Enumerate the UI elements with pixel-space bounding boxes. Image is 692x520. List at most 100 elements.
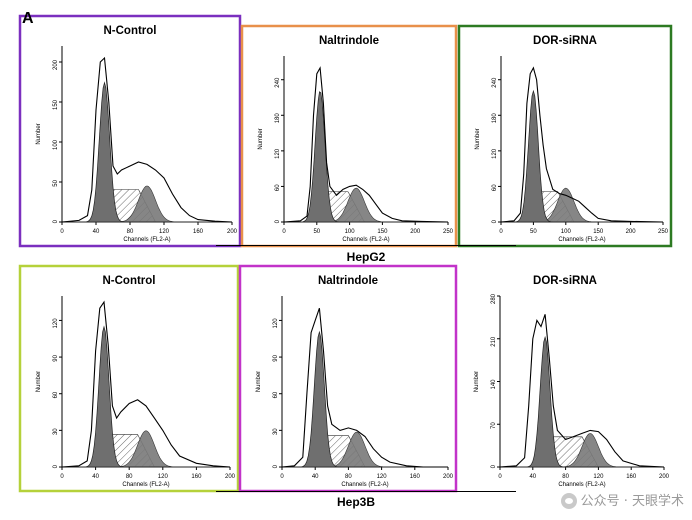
chart-panel-3: DOR-siRNA 0 50 100 150 200 250 0 60 120 180 240 Chan… (457, 24, 673, 248)
y-tick-label: 60 (53, 391, 59, 398)
chart-title: Naltrindole (318, 275, 378, 287)
chart-panel-6: DOR-siRNA 0 40 80 120 160 200 0 70 140 210 280 Chann… (474, 275, 670, 488)
x-tick-label: 200 (659, 474, 670, 480)
x-tick-label: 40 (93, 229, 100, 235)
group-label-top: HepG2 (346, 250, 386, 264)
y-tick-label: 120 (275, 148, 281, 159)
x-tick-label: 40 (312, 474, 319, 480)
y-tick-label: 240 (492, 77, 498, 88)
y-tick-label: 100 (53, 139, 59, 150)
y-tick-label: 120 (273, 318, 279, 329)
watermark-text: 公众号 · 天眼学术 (580, 493, 684, 509)
x-tick-label: 0 (60, 474, 64, 480)
x-tick-label: 80 (562, 474, 569, 480)
histogram-line (281, 308, 448, 468)
g2-peak (62, 185, 232, 223)
g1-peak (284, 91, 448, 223)
x-tick-label: 200 (225, 474, 236, 480)
panel-frame (18, 14, 242, 248)
y-tick-label: 0 (275, 219, 281, 223)
x-tick-label: 120 (159, 229, 170, 235)
y-tick-label: 90 (53, 354, 59, 361)
y-tick-label: 180 (492, 113, 498, 124)
x-tick-label: 160 (410, 474, 421, 480)
x-tick-label: 50 (313, 229, 320, 235)
x-tick-label: 0 (499, 229, 503, 235)
y-tick-label: 0 (53, 219, 59, 223)
x-tick-label: 150 (593, 229, 604, 235)
x-tick-label: 200 (626, 229, 637, 235)
g1-peak (62, 325, 230, 468)
y-tick-label: 280 (491, 293, 497, 304)
x-tick-label: 120 (158, 474, 169, 480)
panel-frame (457, 24, 673, 248)
y-tick-label: 60 (275, 184, 281, 191)
histogram-line (499, 314, 665, 468)
group-line-top (216, 245, 516, 246)
y-tick-label: 60 (492, 184, 498, 191)
panel-frame (240, 24, 458, 248)
y-tick-label: 0 (273, 464, 279, 468)
group-line-bottom (216, 491, 516, 492)
g1-peak (500, 335, 664, 468)
chart-title: DOR-siRNA (533, 275, 597, 287)
x-tick-label: 120 (593, 474, 604, 480)
group-label-bottom: Hep3B (336, 495, 375, 509)
x-axis-label: Channels (FL2-A) (558, 482, 605, 488)
y-axis-label: Number (36, 371, 42, 392)
x-tick-label: 80 (127, 229, 134, 235)
y-tick-label: 50 (53, 179, 59, 186)
g1-peak (62, 81, 232, 223)
y-tick-label: 70 (491, 422, 497, 429)
x-tick-label: 160 (193, 229, 204, 235)
x-tick-label: 120 (377, 474, 388, 480)
panel-label: A (22, 10, 34, 27)
histogram-line (61, 56, 233, 223)
histogram-line (500, 66, 664, 223)
panel-frame (18, 264, 240, 493)
chart-title: N-Control (103, 25, 156, 37)
chart-panel-1: N-Control 0 40 80 120 160 200 0 50 100 150 200 Chann… (18, 14, 242, 248)
y-axis-label: Number (36, 123, 42, 144)
x-tick-label: 200 (443, 474, 454, 480)
x-tick-label: 250 (658, 229, 669, 235)
x-tick-label: 0 (282, 229, 286, 235)
wechat-icon (560, 493, 577, 509)
chart-title: DOR-siRNA (533, 35, 597, 47)
histogram-line (283, 66, 449, 223)
x-tick-label: 40 (529, 474, 536, 480)
g2-peak (62, 430, 230, 468)
chart-panel-2: Naltrindole 0 50 100 150 200 250 0 60 120 180 240 Ch… (240, 24, 458, 248)
y-tick-label: 90 (273, 354, 279, 361)
x-tick-label: 100 (561, 229, 572, 235)
x-tick-label: 100 (345, 229, 356, 235)
x-tick-label: 250 (443, 229, 454, 235)
watermark: 公众号 · 天眼学术 (560, 490, 684, 509)
chart-title: Naltrindole (319, 35, 379, 47)
x-tick-label: 160 (626, 474, 637, 480)
y-axis-label: Number (475, 128, 481, 149)
y-tick-label: 200 (53, 59, 59, 70)
y-tick-label: 60 (273, 391, 279, 398)
y-axis-label: Number (256, 371, 262, 392)
x-tick-label: 80 (126, 474, 133, 480)
y-tick-label: 240 (275, 77, 281, 88)
x-axis-label: Channels (FL2-A) (123, 237, 170, 243)
chart-panel-4: N-Control 0 40 80 120 160 200 0 30 60 90 120 Channel… (18, 264, 240, 493)
x-tick-label: 0 (60, 229, 64, 235)
y-tick-label: 180 (275, 113, 281, 124)
x-axis-label: Channels (FL2-A) (558, 237, 605, 243)
x-axis-label: Channels (FL2-A) (341, 482, 388, 488)
y-tick-label: 30 (273, 428, 279, 435)
y-axis-label: Number (258, 128, 264, 149)
x-tick-label: 200 (410, 229, 421, 235)
x-tick-label: 80 (345, 474, 352, 480)
x-tick-label: 200 (227, 229, 238, 235)
y-axis-label: Number (474, 371, 480, 392)
y-tick-label: 210 (491, 336, 497, 347)
histogram-line (61, 300, 231, 468)
x-axis-label: Channels (FL2-A) (342, 237, 389, 243)
chart-panel-5: Naltrindole 0 40 80 120 160 200 0 30 60 90 120 Chann… (238, 264, 458, 493)
y-tick-label: 0 (492, 219, 498, 223)
